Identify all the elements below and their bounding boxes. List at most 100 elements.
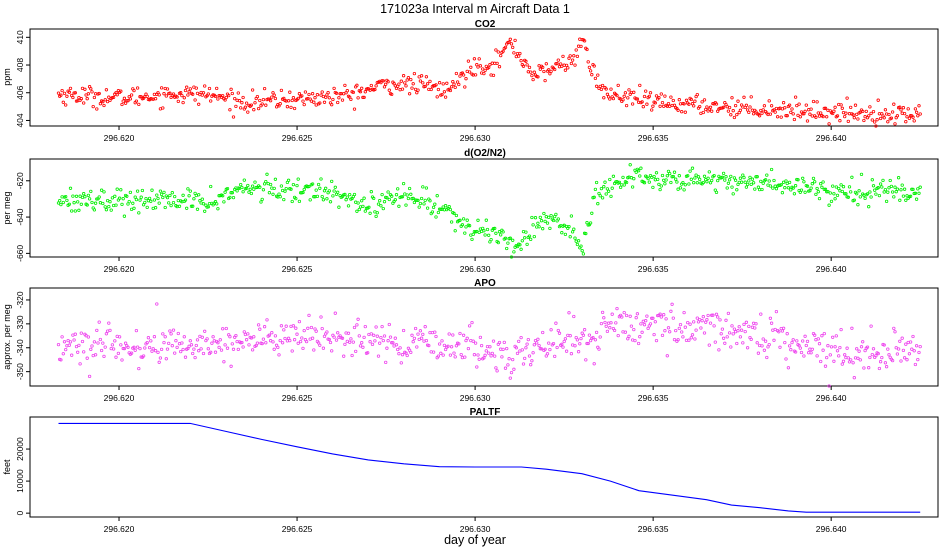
co2-point: [749, 95, 753, 99]
apo-point: [182, 335, 186, 339]
o2n2-point: [759, 179, 763, 184]
apo-point: [561, 345, 565, 349]
apo-point: [686, 320, 690, 325]
co2-point: [120, 102, 124, 107]
o2n2-point: [314, 188, 318, 192]
apo-point: [720, 327, 725, 331]
o2n2-point: [600, 196, 605, 200]
co2-point: [407, 92, 412, 96]
apo-ytick-label: -350: [15, 363, 25, 380]
co2-point: [695, 92, 699, 97]
apo-point: [218, 338, 222, 342]
apo-point: [735, 341, 739, 346]
apo-point: [832, 359, 836, 363]
co2-point: [223, 98, 227, 102]
apo-point: [714, 312, 719, 316]
apo-point: [404, 351, 408, 355]
apo-point: [819, 359, 823, 364]
o2n2-point: [382, 200, 387, 204]
o2n2-point: [267, 191, 272, 195]
co2-point: [301, 99, 305, 103]
co2-point: [481, 67, 485, 71]
o2n2-point: [449, 220, 454, 224]
o2n2-point: [821, 180, 825, 184]
co2-point: [564, 63, 569, 68]
co2-title: CO2: [475, 19, 496, 30]
o2n2-point: [723, 178, 727, 182]
o2n2-point: [396, 187, 400, 191]
apo-point: [221, 327, 225, 331]
o2n2-point: [808, 189, 812, 193]
apo-point: [512, 367, 516, 371]
o2n2-point: [805, 184, 810, 188]
o2n2-point: [191, 204, 195, 208]
co2-point: [473, 73, 478, 77]
co2-point: [856, 117, 860, 121]
co2-point: [647, 94, 651, 99]
co2-point: [476, 65, 480, 69]
apo-point: [463, 355, 467, 359]
o2n2-point: [307, 184, 311, 189]
o2n2-point: [593, 187, 598, 192]
apo-point: [749, 337, 753, 342]
apo-point: [411, 340, 415, 344]
co2-point: [310, 92, 315, 96]
paltf-series-line: [58, 422, 921, 513]
o2n2-xtick-label: 296.640: [816, 264, 847, 274]
o2n2-point: [608, 177, 612, 182]
apo-point: [473, 341, 478, 345]
apo-point: [374, 325, 378, 329]
o2n2-point: [683, 183, 687, 187]
co2-point: [508, 37, 512, 41]
apo-point: [913, 362, 918, 367]
co2-ytick-label: 406: [15, 85, 25, 99]
co2-point: [781, 101, 786, 105]
apo-point: [831, 335, 835, 339]
apo-point: [505, 346, 509, 351]
o2n2-point: [72, 201, 76, 205]
o2n2-point: [289, 187, 293, 191]
apo-point: [707, 343, 711, 347]
apo-point: [665, 354, 669, 358]
apo-point: [763, 339, 768, 343]
apo-point: [318, 343, 322, 347]
co2-point: [627, 88, 631, 92]
apo-point: [76, 350, 80, 354]
o2n2-point: [596, 202, 600, 206]
co2-point: [448, 88, 453, 93]
co2-point: [442, 90, 447, 94]
o2n2-point: [223, 190, 227, 194]
apo-point: [209, 350, 213, 354]
co2-point: [119, 89, 123, 93]
o2n2-point: [832, 192, 836, 196]
apo-point: [594, 330, 599, 335]
co2-point: [164, 94, 168, 98]
o2n2-point: [372, 196, 376, 201]
apo-point: [545, 352, 550, 356]
o2n2-point: [156, 196, 160, 201]
apo-point: [801, 339, 805, 343]
o2n2-point: [814, 192, 818, 197]
co2-point: [773, 110, 777, 114]
co2-point: [472, 57, 477, 61]
apo-point: [567, 311, 571, 315]
o2n2-point: [892, 195, 896, 199]
co2-point: [878, 116, 883, 121]
o2n2-point: [71, 194, 75, 198]
apo-point: [527, 354, 532, 358]
apo-point: [671, 316, 675, 320]
apo-point: [412, 336, 417, 341]
o2n2-point: [108, 200, 112, 204]
apo-point: [563, 337, 568, 341]
apo-point: [858, 358, 862, 362]
apo-point: [348, 340, 352, 344]
co2-point: [60, 88, 64, 93]
o2n2-point: [618, 185, 623, 190]
co2-point: [233, 96, 237, 101]
o2n2-point: [452, 211, 456, 216]
apo-point: [519, 335, 523, 340]
o2n2-point: [801, 176, 805, 180]
o2n2-point: [273, 177, 278, 181]
apo-point: [191, 351, 195, 356]
o2n2-point: [379, 204, 383, 208]
